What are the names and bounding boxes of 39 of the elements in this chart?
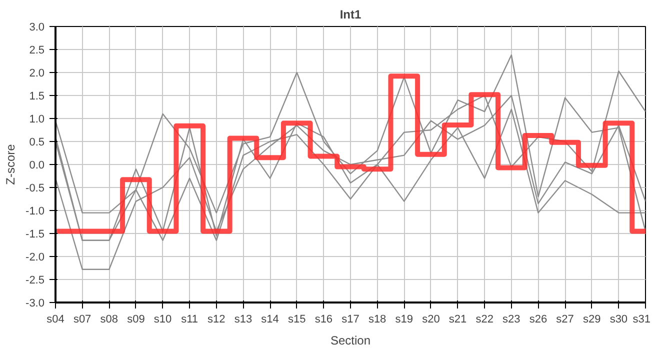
x-tick-label: s10 bbox=[154, 314, 172, 326]
x-axis-title: Section bbox=[330, 334, 371, 348]
x-tick-label: s26 bbox=[529, 314, 548, 326]
x-tick-label: s17 bbox=[342, 314, 360, 326]
x-tick-label: s30 bbox=[610, 314, 628, 326]
y-tick-label: -2.5 bbox=[26, 274, 45, 286]
x-tick-label: s13 bbox=[234, 314, 252, 326]
x-tick-label: s22 bbox=[476, 314, 494, 326]
y-tick-label: 2.0 bbox=[29, 68, 45, 80]
x-tick-label: s16 bbox=[314, 314, 333, 326]
x-tick-label: s18 bbox=[368, 314, 386, 326]
x-tick-label: s07 bbox=[73, 314, 92, 326]
y-tick-label: 1.0 bbox=[29, 114, 45, 126]
x-tick-label: s21 bbox=[448, 314, 467, 326]
x-tick-label: s20 bbox=[422, 314, 440, 326]
y-tick-label: -1.0 bbox=[26, 206, 45, 218]
y-tick-label: 0.5 bbox=[29, 136, 45, 148]
x-tick-label: s09 bbox=[127, 314, 145, 326]
y-axis-title: Z-score bbox=[4, 144, 18, 185]
x-tick-label: s29 bbox=[582, 314, 601, 326]
y-tick-label: -3.0 bbox=[26, 298, 45, 310]
x-tick-label: s12 bbox=[208, 314, 226, 326]
x-tick-label: s31 bbox=[632, 314, 651, 326]
x-tick-label: s14 bbox=[261, 314, 279, 326]
x-tick-label: s04 bbox=[46, 314, 64, 326]
x-tick-label: s11 bbox=[181, 314, 198, 326]
x-tick-label: s15 bbox=[288, 314, 306, 326]
chart-title: Int1 bbox=[340, 8, 362, 22]
y-tick-label: -2.0 bbox=[26, 252, 45, 264]
x-tick-label: s23 bbox=[502, 314, 520, 326]
y-tick-label: 3.0 bbox=[29, 22, 45, 34]
y-tick-label: 2.5 bbox=[29, 44, 45, 56]
y-tick-label: -0.5 bbox=[26, 182, 45, 194]
x-tick-label: s19 bbox=[395, 314, 414, 326]
x-tick-label: s08 bbox=[100, 314, 118, 326]
y-tick-label: -1.5 bbox=[26, 228, 45, 240]
x-tick-label: s27 bbox=[556, 314, 574, 326]
y-tick-label: 1.5 bbox=[29, 90, 45, 102]
y-tick-label: 0.0 bbox=[29, 160, 45, 172]
